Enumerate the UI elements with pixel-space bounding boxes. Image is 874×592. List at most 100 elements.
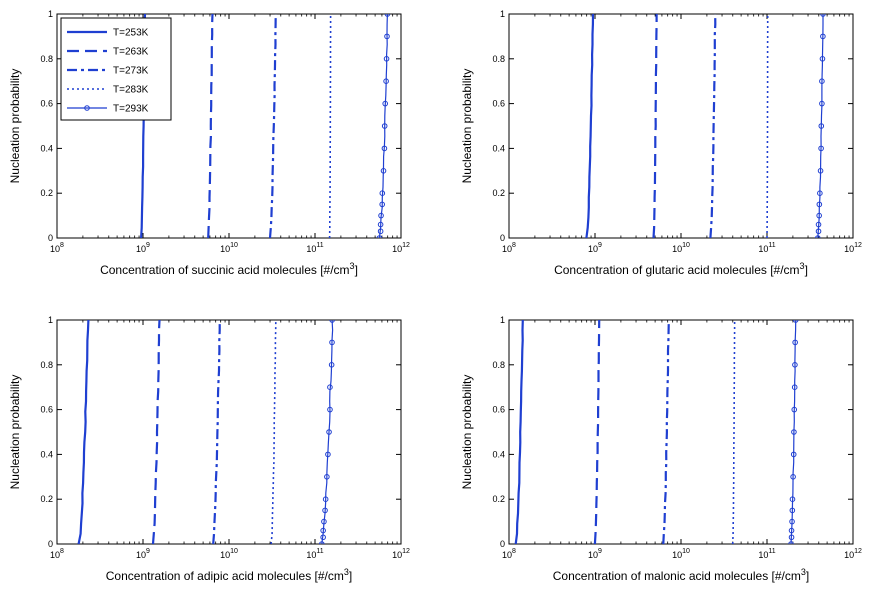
series-line-t-293k [321,320,334,544]
series-marker-t293k [818,123,825,129]
legend-entry: T=253K [113,28,149,39]
series-line-t-263k [207,14,214,238]
y-tick-label: 0 [500,233,505,243]
series-marker-t293k [380,168,387,174]
series-marker-t293k [816,212,822,219]
x-axis-label: Concentration of glutaric acid molecules… [554,261,808,277]
legend-entry: T=293K [113,104,149,115]
series-marker-t293k [379,190,386,196]
chart-panel-1: 108 109 1010 1011 1012 0 0.2 0.4 0.6 0.8 1 Concentr… [8,9,410,277]
series-marker-t293k [791,384,798,391]
y-axis-label: Nucleation probability [460,69,474,184]
series-line-t-263k [652,14,658,238]
series-marker-t293k [326,429,332,435]
series-line-t-283k [270,320,277,544]
series-marker-t293k [792,320,799,323]
y-tick-label: 0.4 [40,449,53,459]
chart-panel-4: 108 109 1010 1011 1012 0 0.2 0.4 0.6 0.8 1 Concentr… [460,315,862,583]
series-marker-t293k [819,78,825,84]
series-marker-t293k [329,339,335,346]
x-tick-label: 1012 [844,548,862,560]
x-axis-label: Concentration of succinic acid molecules… [100,261,358,277]
x-tick-label: 1012 [392,242,410,254]
series-marker-t293k [817,190,823,196]
y-tick-label: 0.4 [40,143,53,153]
series-marker-t293k [788,527,795,534]
series-line-t-253k [514,320,524,544]
x-tick-label: 1011 [758,548,775,560]
series-marker-t293k [381,123,388,129]
series-marker-t293k [820,33,826,40]
series-marker-t293k [788,534,795,541]
y-axis-label: Nucleation probability [8,69,22,184]
series-group [140,14,391,238]
x-tick-label: 1011 [306,548,323,560]
plot-frame [56,319,402,545]
series-marker-t293k [383,78,389,84]
legend: T=253K T=263K T=273K T=283K T=293K [60,17,172,121]
legend-entry: T=273K [113,66,149,77]
series-marker-t293k [321,518,327,525]
x-tick-label: 109 [588,548,602,560]
x-tick-label: 1010 [672,242,690,254]
series-marker-t293k [329,320,335,323]
y-axis: 0 0.2 0.4 0.6 0.8 1 [40,315,401,549]
x-tick-label: 1010 [220,242,238,254]
series-marker-t293k [815,228,822,235]
y-tick-label: 0.4 [492,143,505,153]
y-axis-label: Nucleation probability [8,375,22,490]
legend-box [60,17,172,121]
plot-frame [508,13,854,239]
series-marker-t293k [789,507,796,514]
series-marker-t293k [322,496,329,503]
series-marker-t293k [383,56,390,62]
y-tick-label: 0.8 [492,54,505,64]
legend-entry: T=283K [113,85,149,96]
series-marker-t293k [328,362,335,368]
series-marker-t293k [378,212,384,219]
series-marker-t293k [791,429,797,435]
series-group [77,320,335,544]
x-tick-label: 108 [50,548,64,560]
y-tick-label: 0.8 [492,360,505,370]
series-marker-t293k [788,541,794,544]
series-group [585,14,826,238]
series-marker-t293k [384,14,391,17]
series-marker-t293k [319,541,325,544]
x-axis-label: Concentration of adipic acid molecules [… [106,567,352,583]
x-tick-label: 1012 [392,548,410,560]
series-marker-t293k [327,406,333,413]
legend-entry: T=263K [113,47,149,58]
plot-frame [508,319,854,545]
x-axis-label: Concentration of malonic acid molecules … [553,567,809,583]
series-marker-t293k [325,451,331,458]
y-tick-label: 1 [48,9,53,19]
series-marker-t293k [790,451,797,458]
y-tick-label: 0 [48,539,53,549]
series-line-t-253k [585,14,595,238]
y-tick-label: 0.6 [40,99,53,109]
series-line-t-273k [268,14,277,238]
x-axis: 108 109 1010 1011 1012 [502,320,862,560]
series-marker-t293k [817,168,824,174]
series-marker-t293k [377,221,384,228]
x-tick-label: 1010 [220,548,238,560]
y-axis: 0 0.2 0.4 0.6 0.8 1 [492,315,853,549]
series-group [514,320,799,544]
series-line-t-293k [817,14,824,238]
y-tick-label: 0.6 [40,405,53,415]
series-line-t-283k [766,14,769,238]
series-line-t-283k [328,14,332,238]
y-tick-label: 1 [500,315,505,325]
series-marker-t293k [381,145,388,152]
series-marker-t293k [789,518,795,525]
y-tick-label: 1 [48,315,53,325]
series-marker-t293k [324,474,330,480]
series-marker-t293k [814,235,821,238]
chart-panel-3: 108 109 1010 1011 1012 0 0.2 0.4 0.6 0.8 1 Concentr… [8,315,410,583]
series-line-t-293k [378,14,388,238]
x-tick-label: 1011 [758,242,775,254]
series-line-t-253k [77,320,90,544]
y-tick-label: 0.2 [492,494,505,504]
